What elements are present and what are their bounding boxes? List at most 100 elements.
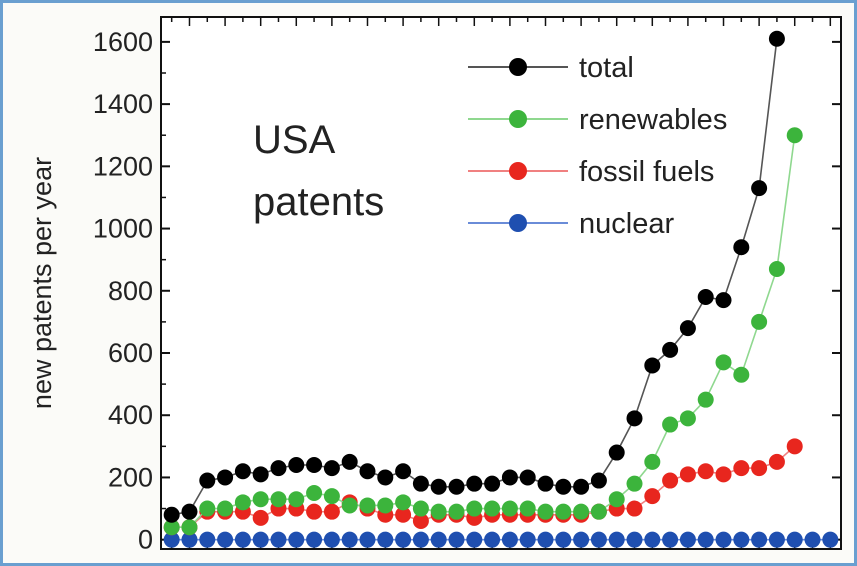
data-point	[323, 531, 340, 548]
y-axis-ticks: 0 200 400 600 800 1000 1200 1400 1600	[93, 27, 841, 555]
data-point	[448, 531, 465, 548]
data-point	[199, 531, 216, 548]
data-point	[644, 453, 661, 470]
y-tick-label: 800	[108, 276, 153, 306]
data-point	[519, 500, 536, 517]
data-point	[359, 463, 376, 480]
data-point	[679, 531, 696, 548]
data-point	[395, 494, 412, 511]
data-point	[359, 497, 376, 514]
data-point	[573, 478, 590, 495]
series-nuclear	[163, 531, 839, 548]
plot-area	[160, 16, 842, 550]
data-point	[181, 531, 198, 548]
data-point	[751, 460, 768, 477]
chart-svg: 0 200 400 600 800 1000 1200 1400 1600 new patent…	[27, 16, 842, 555]
data-point	[822, 531, 839, 548]
data-point	[751, 180, 768, 197]
data-point	[608, 444, 625, 461]
data-point	[395, 463, 412, 480]
data-point	[430, 531, 447, 548]
data-point	[412, 531, 429, 548]
y-tick-label: 1400	[93, 89, 153, 119]
data-point	[341, 531, 358, 548]
data-point	[163, 519, 180, 536]
legend-marker	[509, 110, 527, 128]
data-point	[199, 500, 216, 517]
data-point	[768, 453, 785, 470]
data-point	[662, 416, 679, 433]
data-point	[644, 531, 661, 548]
data-point	[662, 531, 679, 548]
data-point	[537, 475, 554, 492]
data-point	[573, 503, 590, 520]
data-point	[412, 500, 429, 517]
data-point	[697, 391, 714, 408]
data-point	[288, 531, 305, 548]
y-tick-label: 1000	[93, 214, 153, 244]
data-point	[715, 354, 732, 371]
data-point	[804, 531, 821, 548]
data-point	[306, 531, 323, 548]
data-point	[751, 313, 768, 330]
data-point	[608, 531, 625, 548]
data-point	[537, 531, 554, 548]
data-point	[733, 239, 750, 256]
data-point	[733, 460, 750, 477]
data-point	[644, 488, 661, 505]
data-point	[430, 503, 447, 520]
data-point	[519, 531, 536, 548]
legend-label: nuclear	[579, 208, 674, 240]
series-layer	[163, 30, 839, 548]
legend-label: total	[579, 52, 634, 84]
data-point	[448, 503, 465, 520]
y-tick-label: 0	[138, 525, 153, 555]
data-point	[484, 500, 501, 517]
data-point	[306, 485, 323, 501]
data-point	[377, 497, 394, 514]
data-point	[501, 531, 518, 548]
data-point	[466, 500, 483, 517]
data-point	[323, 503, 340, 520]
data-point	[377, 469, 394, 486]
data-point	[555, 478, 572, 495]
data-point	[377, 531, 394, 548]
data-point	[590, 503, 607, 520]
y-axis-label: new patents per year	[27, 157, 57, 409]
data-point	[626, 500, 643, 517]
data-point	[608, 491, 625, 508]
data-point	[555, 531, 572, 548]
data-point	[270, 491, 287, 508]
y-tick-label: 200	[108, 462, 153, 492]
data-point	[412, 475, 429, 492]
data-point	[466, 531, 483, 548]
data-point	[306, 457, 323, 473]
data-point	[626, 410, 643, 427]
data-point	[501, 500, 518, 517]
y-tick-label: 600	[108, 338, 153, 368]
data-point	[555, 503, 572, 520]
data-point	[234, 494, 251, 511]
y-tick-label: 400	[108, 400, 153, 430]
data-point	[323, 460, 340, 477]
data-point	[733, 531, 750, 548]
data-point	[679, 466, 696, 483]
data-point	[573, 531, 590, 548]
data-point	[217, 469, 234, 486]
data-point	[252, 531, 269, 548]
data-point	[323, 488, 340, 505]
data-point	[234, 463, 251, 480]
data-point	[341, 497, 358, 514]
data-point	[519, 469, 536, 486]
data-point	[217, 500, 234, 517]
legend-label: renewables	[579, 104, 727, 136]
data-point	[252, 509, 269, 526]
data-point	[697, 289, 714, 305]
legend-label: fossil fuels	[579, 156, 714, 188]
data-point	[181, 519, 198, 536]
data-point	[733, 366, 750, 383]
data-point	[412, 513, 429, 529]
data-point	[395, 531, 412, 548]
data-point	[697, 463, 714, 480]
data-point	[341, 453, 358, 470]
